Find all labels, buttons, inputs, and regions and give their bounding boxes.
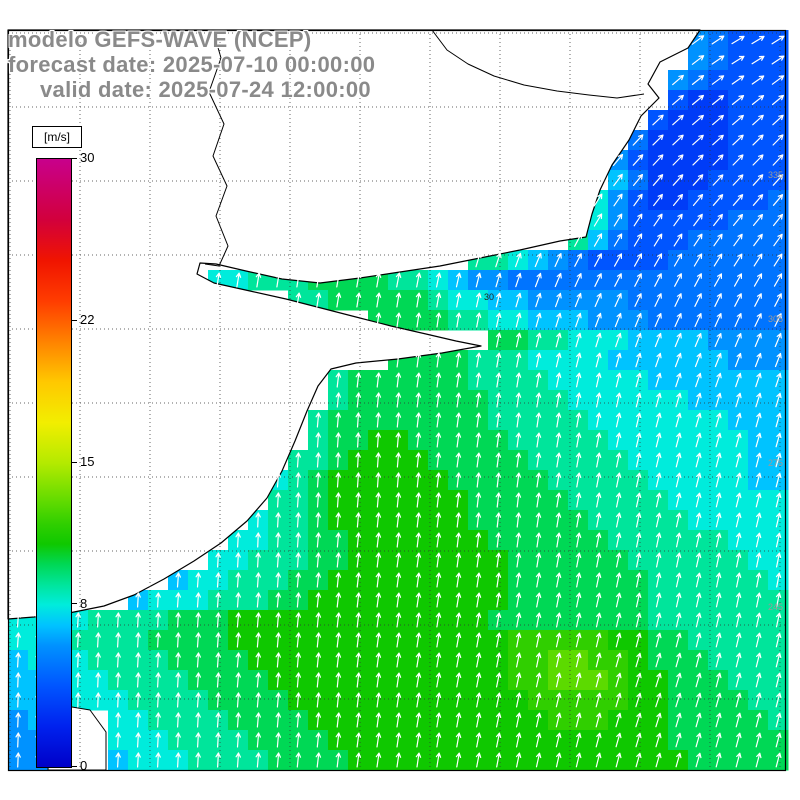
grid-edge-label: 245 bbox=[768, 602, 783, 612]
grid-edge-label: 275 bbox=[768, 458, 783, 468]
graticule-grid-lines bbox=[8, 30, 785, 770]
contour-label: 30 bbox=[484, 292, 494, 302]
colorbar-tick-label: 15 bbox=[80, 454, 95, 469]
map-border bbox=[7, 29, 787, 772]
grid-edge-label: 305 bbox=[768, 314, 783, 324]
valid-date-label: valid date: 2025-07-24 12:00:00 bbox=[40, 77, 371, 102]
colorbar-tick bbox=[71, 319, 77, 321]
colorbar-tick-label: 0 bbox=[80, 758, 88, 773]
colorbar-tick-label: 22 bbox=[80, 312, 95, 328]
colorbar-tick bbox=[71, 765, 77, 767]
colorbar-tick bbox=[71, 157, 77, 159]
grid-edge-label: 335 bbox=[768, 170, 783, 180]
colorbar bbox=[36, 158, 72, 768]
colorbar-tick-label: 8 bbox=[80, 595, 88, 611]
model-title: modelo GEFS-WAVE (NCEP) bbox=[8, 27, 312, 52]
colorbar-unit-label: [m/s] bbox=[32, 126, 82, 148]
map-labels: 335 305 275 245 30 bbox=[484, 170, 783, 612]
colorbar-tick bbox=[71, 461, 77, 463]
colorbar-tick bbox=[71, 603, 77, 605]
wind-direction-arrows bbox=[15, 35, 785, 768]
forecast-date-label: forecast date: 2025-07-10 00:00:00 bbox=[8, 52, 376, 77]
coastline bbox=[7, 29, 701, 620]
colorbar-tick-label: 30 bbox=[80, 150, 95, 165]
